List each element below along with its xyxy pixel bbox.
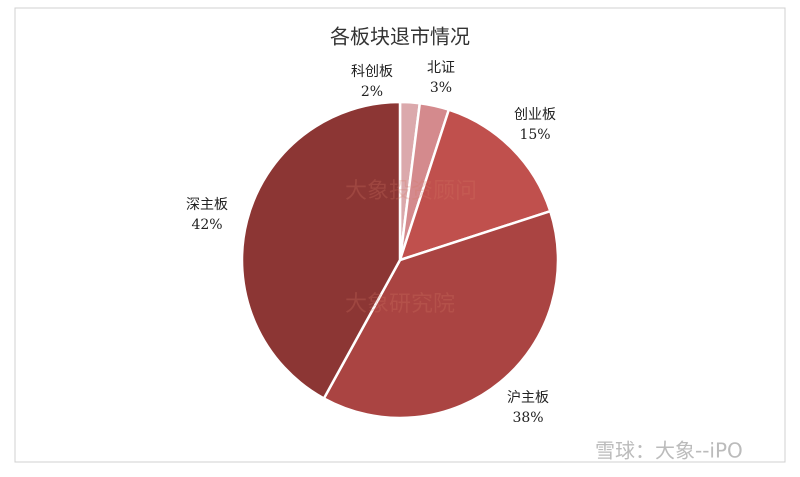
slice-value: 15% — [519, 127, 550, 143]
watermark: 大象投资顾问 — [345, 179, 477, 204]
slice-value: 3% — [430, 80, 452, 96]
pie-slice — [322, 209, 560, 420]
watermark: 雪球：大象--iPO — [595, 439, 743, 463]
chart-title: 各板块退市情况 — [330, 25, 470, 49]
slice-label: 沪主板 — [507, 390, 549, 406]
slice-label: 深主板 — [186, 197, 228, 213]
pie-slice — [240, 100, 402, 401]
slice-label: 科创板 — [351, 64, 393, 80]
slice-label: 创业板 — [514, 107, 556, 123]
watermark: 大象研究院 — [345, 292, 455, 317]
slice-value: 42% — [191, 217, 222, 233]
slice-value: 2% — [361, 84, 383, 100]
slice-value: 38% — [512, 410, 543, 426]
slice-label: 北证 — [427, 60, 455, 76]
